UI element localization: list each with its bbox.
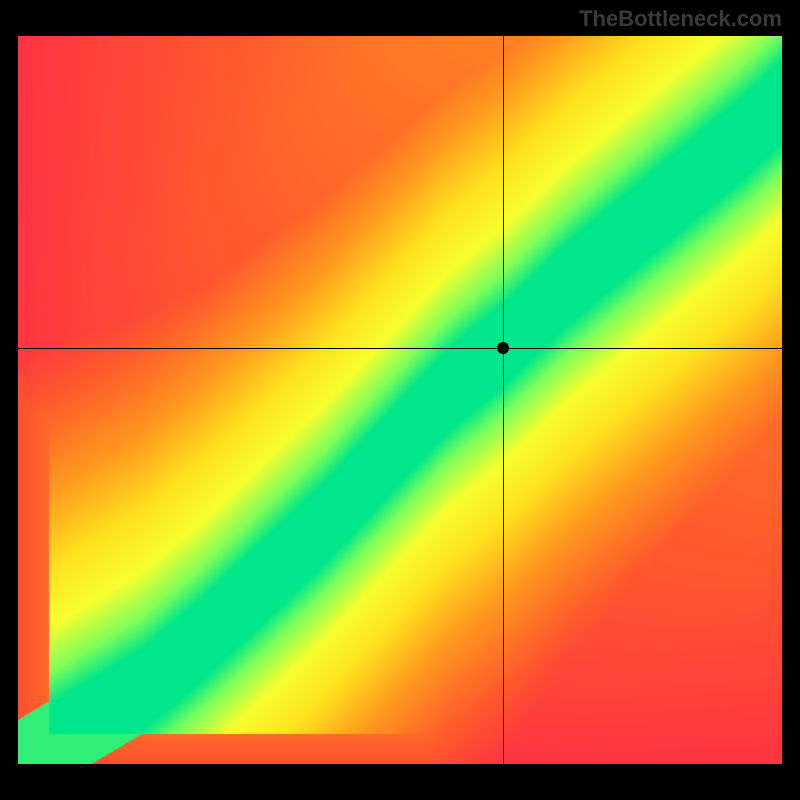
crosshair-vertical bbox=[503, 36, 504, 764]
crosshair-horizontal bbox=[18, 348, 782, 349]
bottleneck-heatmap bbox=[18, 36, 782, 764]
crosshair-marker bbox=[497, 342, 509, 354]
watermark-text: TheBottleneck.com bbox=[579, 6, 782, 32]
heatmap-canvas bbox=[18, 36, 782, 764]
